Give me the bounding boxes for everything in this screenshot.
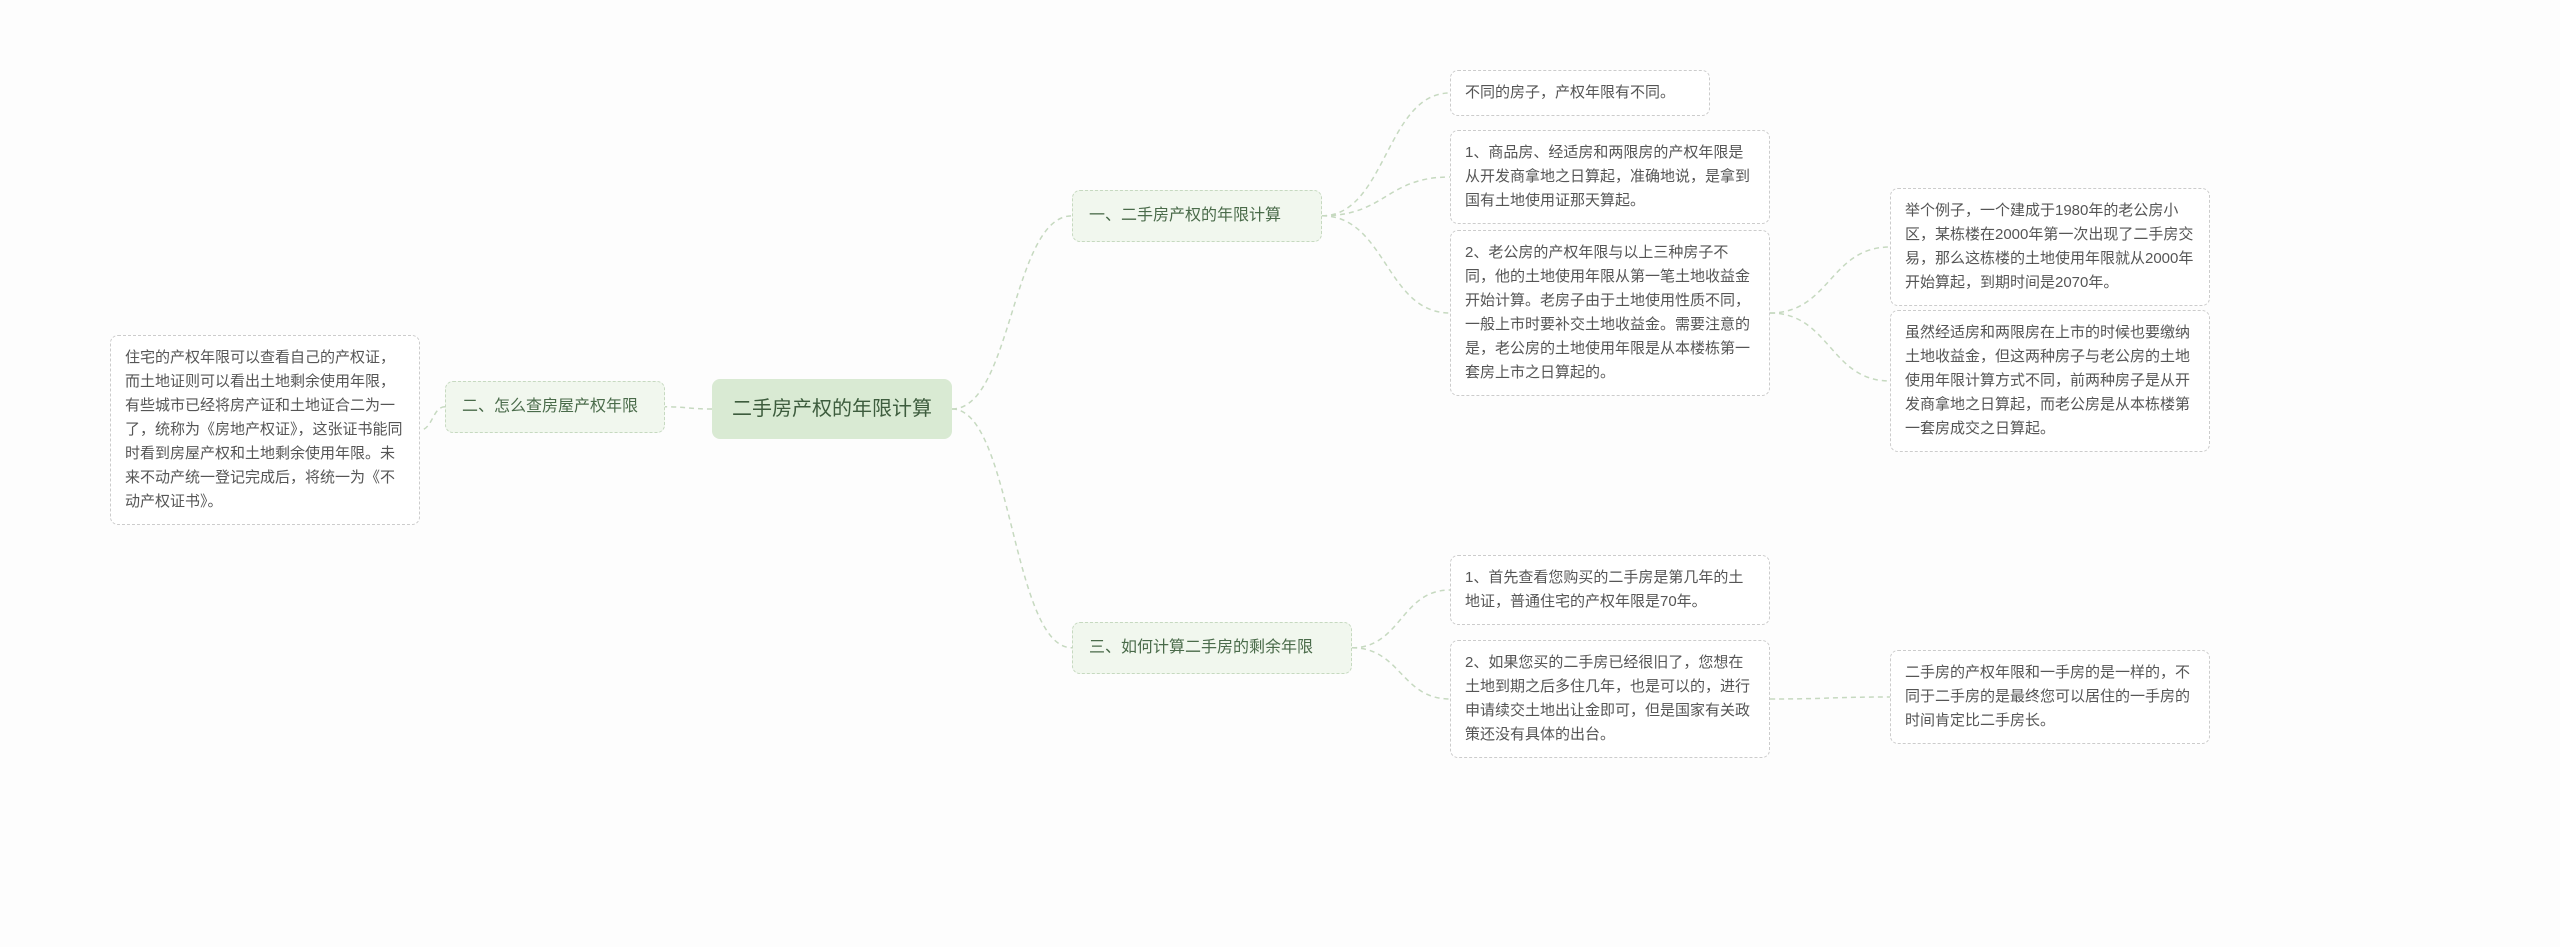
connector-b1-l_b1_3: [1322, 216, 1450, 313]
connector-b1-l_b1_1: [1322, 93, 1450, 216]
l_b1_3b: 虽然经适房和两限房在上市的时候也要缴纳土地收益金，但这两种房子与老公房的土地使用…: [1890, 310, 2210, 452]
l_b1_3a: 举个例子，一个建成于1980年的老公房小区，某栋楼在2000年第一次出现了二手房…: [1890, 188, 2210, 306]
l_b3_2a: 二手房的产权年限和一手房的是一样的，不同于二手房的是最终您可以居住的一手房的时间…: [1890, 650, 2210, 744]
l_b1_3: 2、老公房的产权年限与以上三种房子不同，他的土地使用年限从第一笔土地收益金开始计…: [1450, 230, 1770, 396]
l_b1_2: 1、商品房、经适房和两限房的产权年限是从开发商拿地之日算起，准确地说，是拿到国有…: [1450, 130, 1770, 224]
connector-b3-l_b3_1: [1352, 590, 1450, 648]
l_b3_2: 2、如果您买的二手房已经很旧了，您想在土地到期之后多住几年，也是可以的，进行申请…: [1450, 640, 1770, 758]
b2: 二、怎么查房屋产权年限: [445, 381, 665, 433]
connector-l_b1_3-l_b1_3a: [1770, 247, 1890, 313]
l_b3_1: 1、首先查看您购买的二手房是第几年的土地证，普通住宅的产权年限是70年。: [1450, 555, 1770, 625]
connector-b2-l_b2_1: [420, 407, 445, 430]
connector-b1-l_b1_2: [1322, 177, 1450, 216]
connector-root-b1: [952, 216, 1072, 409]
connector-b3-l_b3_2: [1352, 648, 1450, 699]
connector-root-b3: [952, 409, 1072, 648]
l_b2_1: 住宅的产权年限可以查看自己的产权证，而土地证则可以看出土地剩余使用年限，有些城市…: [110, 335, 420, 525]
root: 二手房产权的年限计算: [712, 379, 952, 439]
b1: 一、二手房产权的年限计算: [1072, 190, 1322, 242]
connector-l_b3_2-l_b3_2a: [1770, 697, 1890, 699]
connector-root-b2: [665, 407, 712, 409]
l_b1_1: 不同的房子，产权年限有不同。: [1450, 70, 1710, 116]
connector-l_b1_3-l_b1_3b: [1770, 313, 1890, 381]
b3: 三、如何计算二手房的剩余年限: [1072, 622, 1352, 674]
